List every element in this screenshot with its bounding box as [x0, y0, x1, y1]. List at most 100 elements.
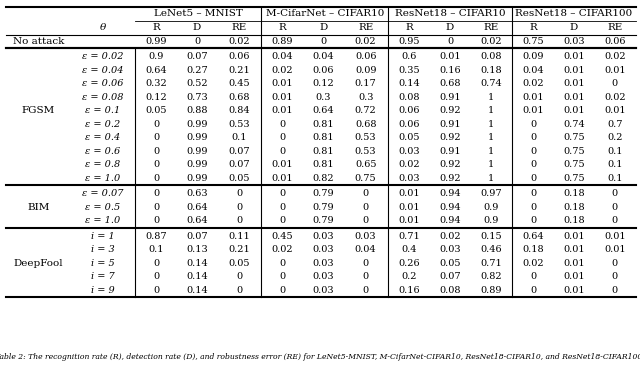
Text: 0.45: 0.45 [228, 79, 250, 88]
Text: 0.01: 0.01 [563, 232, 585, 241]
Text: 0.99: 0.99 [186, 120, 208, 129]
Text: 0.17: 0.17 [355, 79, 376, 88]
Text: 0.92: 0.92 [439, 174, 461, 183]
Text: 0: 0 [280, 147, 285, 156]
Text: 0.01: 0.01 [563, 93, 585, 102]
Text: 0.04: 0.04 [355, 245, 376, 254]
Text: 0: 0 [363, 259, 369, 268]
Text: 0.92: 0.92 [439, 160, 461, 169]
Text: 0: 0 [153, 147, 159, 156]
Text: 0.75: 0.75 [522, 37, 544, 46]
Text: 0.05: 0.05 [439, 259, 461, 268]
Text: 0.75: 0.75 [563, 160, 585, 169]
Text: 0.91: 0.91 [439, 147, 461, 156]
Text: 0.05: 0.05 [398, 133, 420, 142]
Text: 0.12: 0.12 [312, 79, 334, 88]
Text: 0.02: 0.02 [522, 79, 544, 88]
Text: 0.89: 0.89 [480, 286, 502, 295]
Text: 0.18: 0.18 [522, 245, 544, 254]
Text: 0: 0 [530, 272, 536, 281]
Text: 0.18: 0.18 [563, 216, 585, 225]
Text: RE: RE [607, 23, 623, 32]
Text: RE: RE [232, 23, 247, 32]
Text: 0.05: 0.05 [228, 174, 250, 183]
Text: 0.27: 0.27 [186, 66, 208, 75]
Text: 0.03: 0.03 [398, 147, 420, 156]
Text: 0.06: 0.06 [355, 52, 376, 61]
Text: i = 7: i = 7 [91, 272, 115, 281]
Text: 0.75: 0.75 [563, 147, 585, 156]
Text: 0.09: 0.09 [522, 52, 544, 61]
Text: 0.02: 0.02 [439, 232, 461, 241]
Text: 0.82: 0.82 [313, 174, 334, 183]
Text: 0: 0 [153, 189, 159, 198]
Text: 0.52: 0.52 [186, 79, 208, 88]
Text: 0.01: 0.01 [563, 79, 585, 88]
Text: 0: 0 [153, 133, 159, 142]
Text: 0.14: 0.14 [186, 272, 208, 281]
Text: 0.06: 0.06 [398, 120, 420, 129]
Text: 0.01: 0.01 [604, 106, 626, 115]
Text: i = 1: i = 1 [91, 232, 115, 241]
Text: 0: 0 [612, 216, 618, 225]
Text: 0: 0 [280, 216, 285, 225]
Text: 0.92: 0.92 [439, 133, 461, 142]
Text: 0.64: 0.64 [145, 66, 167, 75]
Text: 0.06: 0.06 [398, 106, 420, 115]
Text: 0.14: 0.14 [398, 79, 420, 88]
Text: 0.91: 0.91 [439, 120, 461, 129]
Text: 0.02: 0.02 [604, 93, 626, 102]
Text: 1: 1 [488, 133, 494, 142]
Text: 0.88: 0.88 [186, 106, 208, 115]
Text: ε = 0.5: ε = 0.5 [85, 203, 120, 212]
Text: 0.03: 0.03 [313, 286, 334, 295]
Text: 0.94: 0.94 [439, 203, 461, 212]
Text: 0: 0 [153, 216, 159, 225]
Text: 0.03: 0.03 [313, 232, 334, 241]
Text: 0.02: 0.02 [272, 245, 293, 254]
Text: 0.07: 0.07 [186, 232, 208, 241]
Text: 0: 0 [363, 272, 369, 281]
Text: 0.13: 0.13 [186, 245, 208, 254]
Text: 0.16: 0.16 [398, 286, 420, 295]
Text: 0.02: 0.02 [522, 259, 544, 268]
Text: 0.87: 0.87 [145, 232, 167, 241]
Text: 0: 0 [530, 286, 536, 295]
Text: 0: 0 [280, 272, 285, 281]
Text: 0.92: 0.92 [439, 106, 461, 115]
Text: DeepFool: DeepFool [13, 259, 63, 268]
Text: 0.08: 0.08 [398, 93, 420, 102]
Text: 0.75: 0.75 [563, 174, 585, 183]
Text: 0.01: 0.01 [272, 93, 293, 102]
Text: 0: 0 [530, 120, 536, 129]
Text: 0.9: 0.9 [483, 216, 499, 225]
Text: 0.64: 0.64 [186, 216, 208, 225]
Text: 0: 0 [236, 272, 242, 281]
Text: 0.11: 0.11 [228, 232, 250, 241]
Text: 1: 1 [488, 160, 494, 169]
Text: 0.9: 0.9 [483, 203, 499, 212]
Text: 0.09: 0.09 [355, 66, 376, 75]
Text: 0.3: 0.3 [316, 93, 332, 102]
Text: 0.97: 0.97 [480, 189, 502, 198]
Text: 0.68: 0.68 [355, 120, 376, 129]
Text: 0: 0 [612, 189, 618, 198]
Text: 1: 1 [488, 147, 494, 156]
Text: 0.01: 0.01 [272, 79, 293, 88]
Text: 0.64: 0.64 [186, 203, 208, 212]
Text: 0: 0 [236, 286, 242, 295]
Text: 0: 0 [363, 189, 369, 198]
Text: ε = 0.02: ε = 0.02 [82, 52, 124, 61]
Text: 0.46: 0.46 [480, 245, 502, 254]
Text: 0.1: 0.1 [607, 147, 623, 156]
Text: 0: 0 [612, 259, 618, 268]
Text: 0.72: 0.72 [355, 106, 376, 115]
Text: 0.89: 0.89 [272, 37, 293, 46]
Text: 1: 1 [488, 174, 494, 183]
Text: 0: 0 [280, 120, 285, 129]
Text: 0.02: 0.02 [228, 37, 250, 46]
Text: Table 2: The recognition rate (R), detection rate (D), and robustness error (RE): Table 2: The recognition rate (R), detec… [0, 353, 640, 361]
Text: 0.14: 0.14 [186, 286, 208, 295]
Text: 0.03: 0.03 [439, 245, 461, 254]
Text: 0.32: 0.32 [145, 79, 167, 88]
